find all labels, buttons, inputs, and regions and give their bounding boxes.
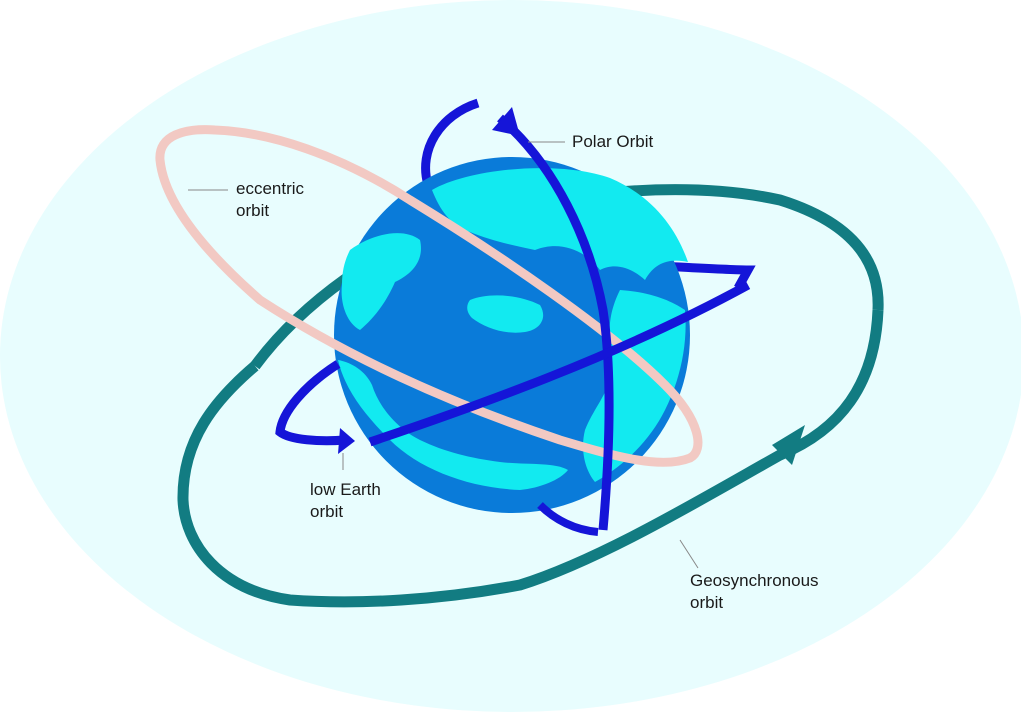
polar-orbit-bottom-loop (537, 502, 599, 536)
low-earth-orbit-label: low Earth orbit (310, 479, 381, 523)
polar-orbit-back-loop (421, 98, 480, 187)
geosynchronous-orbit-label-line1: Geosynchronous (690, 571, 819, 590)
low-earth-orbit-label-line2: orbit (310, 502, 344, 521)
eccentric-orbit-label: eccentric orbit (236, 178, 304, 222)
geosynchronous-orbit-label: Geosynchronous orbit (690, 570, 819, 614)
low-earth-orbit-left-loop (275, 360, 346, 446)
geosynchronous-orbit (177, 309, 884, 608)
eccentric-orbit-label-line2: orbit (236, 201, 270, 220)
geosynchronous-orbit-label-line2: orbit (690, 593, 724, 612)
geosynchronous-orbit-leader-line (679, 539, 699, 569)
label-leader-lines (188, 141, 699, 569)
eccentric-orbit-label-line1: eccentric (236, 179, 305, 198)
low-earth-orbit (368, 281, 751, 447)
polar-orbit-label: Polar Orbit (572, 131, 653, 153)
eccentric-orbit (155, 125, 703, 467)
geosynchronous-orbit-arrow (772, 425, 805, 465)
polar-orbit-label-text: Polar Orbit (572, 132, 654, 151)
low-earth-orbit-label-line1: low Earth (310, 480, 381, 499)
low-earth-orbit-arrow (338, 428, 355, 454)
polar-orbit (497, 114, 614, 531)
polar-orbit-arrow (492, 107, 520, 136)
